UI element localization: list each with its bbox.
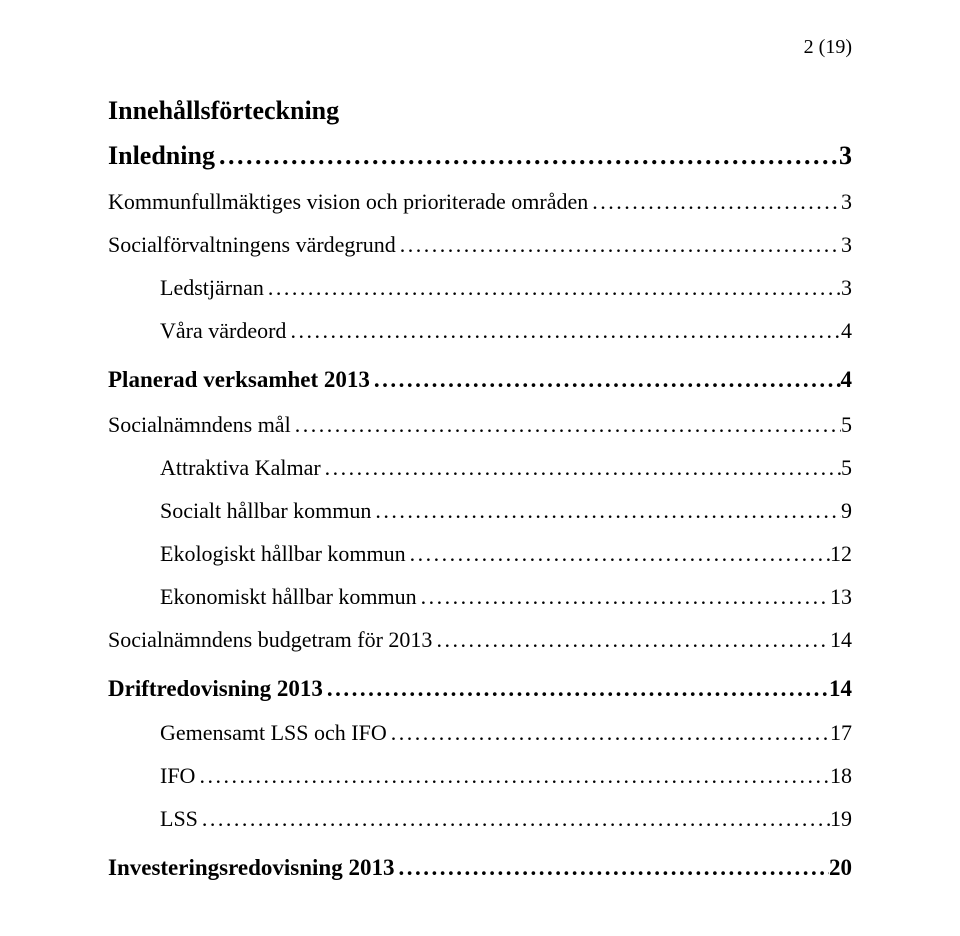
toc-leader: ........................................… <box>195 759 830 792</box>
toc-entry: Socialnämndens mål......................… <box>108 408 852 441</box>
toc-entry: Socialt hållbar kommun..................… <box>160 494 852 527</box>
toc-entry: Socialförvaltningens värdegrund.........… <box>108 228 852 261</box>
toc-entry-label: IFO <box>160 759 195 792</box>
toc-leader: ........................................… <box>198 802 830 835</box>
toc-entry: Planerad verksamhet 2013................… <box>108 363 852 398</box>
toc-entry-label: Ledstjärnan <box>160 271 264 304</box>
toc-entry: Ekonomiskt hållbar kommun...............… <box>160 580 852 613</box>
toc-entry-label: LSS <box>160 802 198 835</box>
toc-entry-page: 4 <box>841 314 852 347</box>
toc-entry-label: Gemensamt LSS och IFO <box>160 716 387 749</box>
toc-entry-page: 20 <box>829 851 852 886</box>
toc-entry-label: Kommunfullmäktiges vision och prioritera… <box>108 185 588 218</box>
toc-entry-label: Inledning <box>108 136 215 175</box>
toc-entry-page: 3 <box>841 271 852 304</box>
toc-entry-page: 19 <box>830 802 852 835</box>
toc-entry-page: 4 <box>841 363 853 398</box>
toc-entry-label: Investeringsredovisning 2013 <box>108 851 394 886</box>
toc-entry-page: 3 <box>839 136 852 175</box>
toc-leader: ........................................… <box>215 136 839 175</box>
toc-leader: ........................................… <box>396 228 841 261</box>
toc-entry-page: 3 <box>841 185 852 218</box>
toc-entry-label: Våra värdeord <box>160 314 286 347</box>
toc-leader: ........................................… <box>291 408 841 441</box>
toc-entry: Investeringsredovisning 2013............… <box>108 851 852 886</box>
toc-entry-page: 18 <box>830 759 852 792</box>
page-container: 2 (19) Innehållsförteckning Inledning...… <box>0 0 960 936</box>
toc-entry-page: 14 <box>830 623 852 656</box>
toc-leader: ........................................… <box>370 363 841 398</box>
toc-entry: Socialnämndens budgetram för 2013.......… <box>108 623 852 656</box>
toc-entry: Ledstjärnan.............................… <box>160 271 852 304</box>
toc-leader: ........................................… <box>394 851 829 886</box>
toc-entry-label: Attraktiva Kalmar <box>160 451 321 484</box>
toc-leader: ........................................… <box>286 314 841 347</box>
toc-entry-label: Ekologiskt hållbar kommun <box>160 537 406 570</box>
toc-entry-label: Socialnämndens mål <box>108 408 291 441</box>
page-number: 2 (19) <box>804 36 852 59</box>
toc-entry-page: 13 <box>830 580 852 613</box>
toc-entry-page: 14 <box>829 672 852 707</box>
toc-entry: Våra värdeord...........................… <box>160 314 852 347</box>
toc-entry: Gemensamt LSS och IFO...................… <box>160 716 852 749</box>
toc-leader: ........................................… <box>406 537 830 570</box>
toc-entry-page: 17 <box>830 716 852 749</box>
toc-entry-page: 5 <box>841 451 852 484</box>
toc-entry: Ekologiskt hållbar kommun...............… <box>160 537 852 570</box>
toc-leader: ........................................… <box>432 623 830 656</box>
toc-leader: ........................................… <box>588 185 841 218</box>
toc-leader: ........................................… <box>387 716 830 749</box>
toc-heading: Innehållsförteckning <box>108 96 852 126</box>
toc-entries: Inledning...............................… <box>108 136 852 886</box>
toc-leader: ........................................… <box>371 494 841 527</box>
toc-entry-label: Planerad verksamhet 2013 <box>108 363 370 398</box>
toc-entry: LSS.....................................… <box>160 802 852 835</box>
toc-entry-label: Ekonomiskt hållbar kommun <box>160 580 417 613</box>
toc-entry-page: 5 <box>841 408 852 441</box>
toc-leader: ........................................… <box>321 451 841 484</box>
toc-entry: Inledning...............................… <box>108 136 852 175</box>
toc-entry: Driftredovisning 2013...................… <box>108 672 852 707</box>
toc-leader: ........................................… <box>323 672 829 707</box>
toc-entry-label: Socialnämndens budgetram för 2013 <box>108 623 432 656</box>
toc-entry: Kommunfullmäktiges vision och prioritera… <box>108 185 852 218</box>
toc-leader: ........................................… <box>417 580 830 613</box>
toc-entry-label: Driftredovisning 2013 <box>108 672 323 707</box>
toc-entry: Attraktiva Kalmar.......................… <box>160 451 852 484</box>
toc-leader: ........................................… <box>264 271 841 304</box>
toc-entry: IFO.....................................… <box>160 759 852 792</box>
toc-entry-page: 12 <box>830 537 852 570</box>
toc-container: Innehållsförteckning Inledning..........… <box>108 96 852 886</box>
toc-entry-label: Socialt hållbar kommun <box>160 494 371 527</box>
toc-entry-page: 9 <box>841 494 852 527</box>
toc-entry-label: Socialförvaltningens värdegrund <box>108 228 396 261</box>
toc-entry-page: 3 <box>841 228 852 261</box>
